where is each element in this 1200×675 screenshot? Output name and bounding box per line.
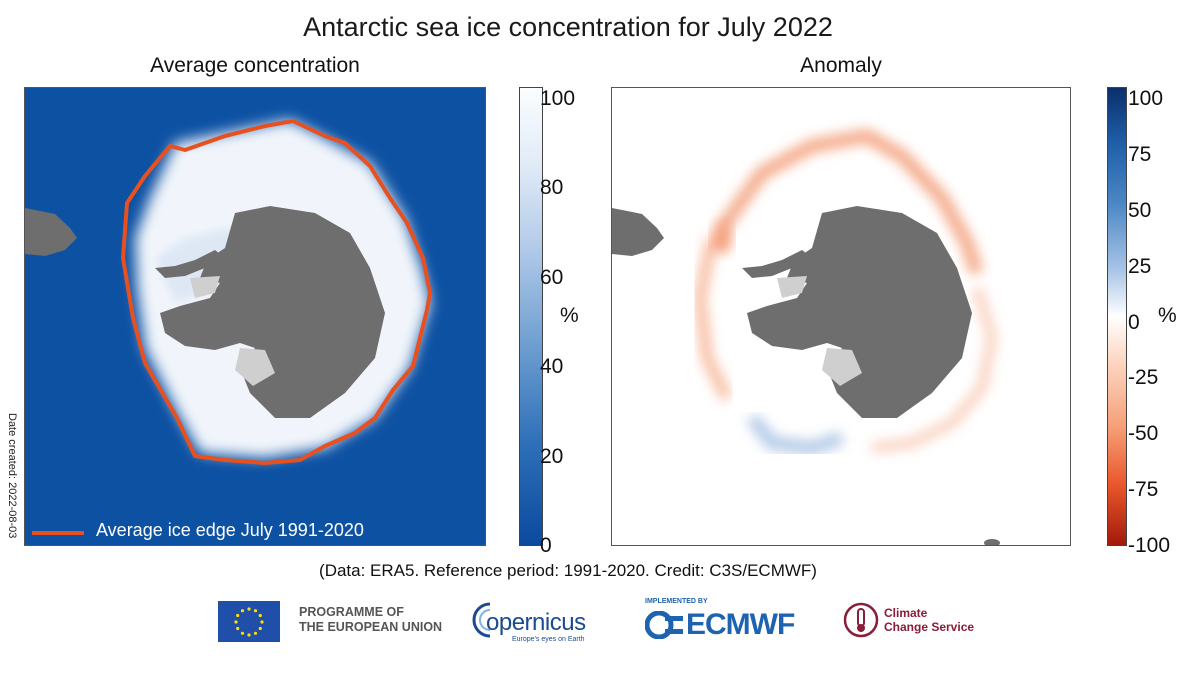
- antarctic-peninsula: [742, 250, 812, 278]
- concentration-unit: %: [560, 304, 579, 327]
- anomaly-colorbar-tick: 75: [1128, 143, 1152, 166]
- legend-label: Average ice edge July 1991-2020: [96, 520, 364, 540]
- anomaly-map: [611, 87, 1071, 546]
- positive-anomaly-patch: [746, 413, 845, 456]
- antarctica-land: [747, 206, 972, 418]
- copernicus-wordmark: opernicus: [486, 609, 586, 636]
- c3s-line-2: Change Service: [884, 620, 975, 634]
- eu-programme-text: PROGRAMME OF THE EUROPEAN UNION: [299, 605, 442, 635]
- eu-line-1: PROGRAMME OF: [299, 605, 404, 619]
- anomaly-colorbar-tick: -100: [1128, 534, 1171, 557]
- south-america-land: [25, 208, 77, 256]
- anomaly-colorbar-tick: 100: [1128, 87, 1164, 110]
- date-created-label: Date created: 2022-08-03: [6, 413, 18, 539]
- ecmwf-logo-icon: [644, 610, 685, 644]
- concentration-colorbar-tick: 0: [540, 534, 552, 557]
- ecmwf-wordmark: ECMWF: [686, 608, 795, 641]
- ice-shelf: [822, 348, 862, 386]
- left-panel-subtitle: Average concentration: [150, 54, 360, 77]
- ice-shelf: [777, 276, 807, 298]
- legend-line-swatch: [32, 531, 84, 535]
- anomaly-colorbar-tick: -25: [1128, 366, 1159, 389]
- anomaly-colorbar-tick: 25: [1128, 255, 1152, 278]
- right-panel-subtitle: Anomaly: [800, 54, 882, 77]
- eu-flag-logo: [218, 601, 280, 642]
- data-credits: (Data: ERA5. Reference period: 1991-2020…: [319, 561, 817, 580]
- concentration-colorbar: [519, 87, 543, 546]
- concentration-colorbar-tick: 40: [540, 355, 564, 378]
- ice-shelf: [190, 276, 220, 298]
- copernicus-tagline: Europe's eyes on Earth: [512, 636, 585, 643]
- concentration-colorbar-tick: 100: [540, 87, 576, 110]
- concentration-colorbar-tick: 60: [540, 266, 564, 289]
- antarctic-peninsula: [155, 250, 225, 278]
- south-america-land: [612, 208, 664, 256]
- anomaly-unit: %: [1158, 304, 1177, 327]
- ecmwf-implemented-by: IMPLEMENTED BY: [645, 598, 708, 605]
- concentration-colorbar-tick: 20: [540, 445, 564, 468]
- c3s-line-1: Climate: [884, 606, 928, 620]
- anomaly-colorbar: [1107, 87, 1127, 546]
- average-ice-edge-line: [121, 119, 432, 465]
- anomaly-colorbar-tick: -75: [1128, 478, 1159, 501]
- average-concentration-map: [24, 87, 486, 546]
- ice-shelf: [235, 348, 275, 386]
- climate-change-service-text: Climate Change Service: [884, 606, 974, 634]
- anomaly-colorbar-tick: 0: [1128, 311, 1140, 334]
- eu-line-2: THE EUROPEAN UNION: [299, 620, 443, 634]
- climate-change-service-logo-icon: [843, 600, 879, 645]
- figure-title: Antarctic sea ice concentration for July…: [303, 12, 833, 42]
- copernicus-logo-icon: [470, 600, 492, 645]
- anomaly-colorbar-tick: 50: [1128, 199, 1152, 222]
- negative-anomaly-ring: [716, 128, 984, 276]
- concentration-colorbar-tick: 80: [540, 176, 564, 199]
- anomaly-colorbar-tick: -50: [1128, 422, 1159, 445]
